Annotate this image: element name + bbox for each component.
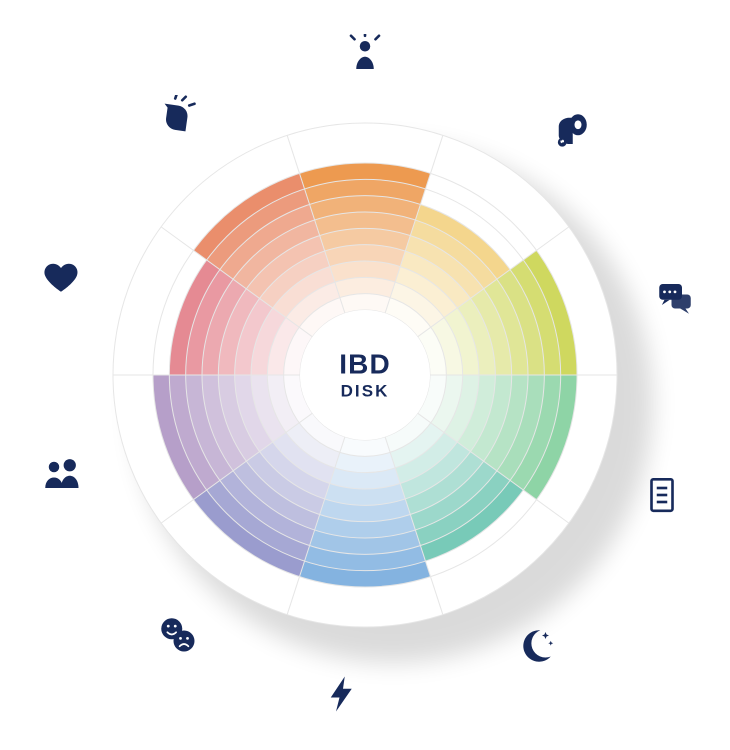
moon-icon [514, 625, 556, 667]
joint-pain-icon [156, 95, 198, 137]
document-icon [641, 474, 683, 516]
heart-icon [40, 255, 82, 297]
bolt-icon [322, 673, 364, 715]
disk-wrap: IBD DISK [100, 110, 630, 640]
ibd-disk-diagram: IBD DISK [0, 0, 730, 750]
emotions-icon [156, 613, 198, 655]
disk-svg [100, 110, 630, 640]
person-alert-icon [344, 34, 386, 76]
chat-icon [654, 277, 696, 319]
roll-icon [550, 109, 592, 151]
people-icon [40, 453, 82, 495]
